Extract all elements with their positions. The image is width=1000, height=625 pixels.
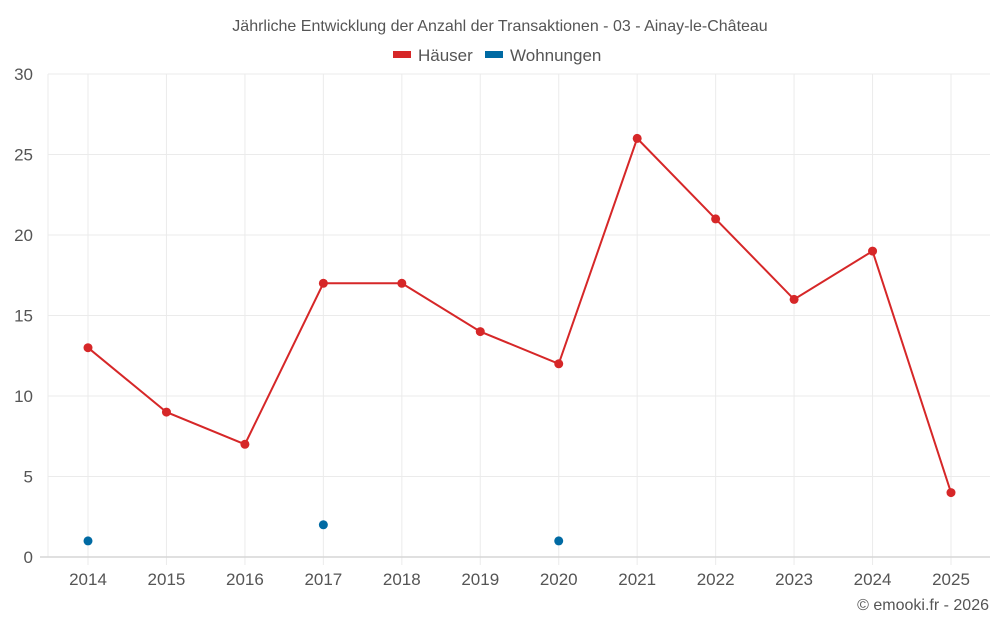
legend-swatch-wohnungen: [485, 51, 503, 58]
x-tick-label: 2016: [226, 570, 264, 589]
x-tick-label: 2015: [148, 570, 186, 589]
data-point[interactable]: [397, 278, 407, 288]
y-tick-label: 30: [14, 65, 33, 84]
legend-swatch-haeuser: [393, 51, 411, 58]
legend-item-wohnungen[interactable]: Wohnungen: [485, 46, 601, 65]
series-line: [87, 136, 952, 493]
y-tick-label: 10: [14, 387, 33, 406]
x-tick-label: 2014: [69, 570, 107, 589]
x-tick-label: 2019: [461, 570, 499, 589]
data-point[interactable]: [161, 407, 171, 417]
x-tick-label: 2018: [383, 570, 421, 589]
data-point[interactable]: [475, 327, 485, 337]
series-häuser: [83, 133, 956, 498]
y-tick-label: 25: [14, 146, 33, 165]
data-point[interactable]: [632, 133, 642, 143]
gridlines: [40, 73, 990, 565]
chart-title: Jährliche Entwicklung der Anzahl der Tra…: [232, 18, 767, 35]
plot-area: [83, 133, 956, 546]
legend-label-haeuser: Häuser: [418, 46, 473, 65]
y-axis: 0 5 10 15 20 25 30: [14, 65, 33, 567]
credit-text: © emooki.fr - 2026: [857, 597, 989, 614]
x-tick-label: 2023: [775, 570, 813, 589]
x-tick-label: 2025: [932, 570, 970, 589]
data-point[interactable]: [318, 520, 328, 530]
data-point[interactable]: [83, 536, 93, 546]
y-tick-label: 0: [24, 548, 33, 567]
y-tick-label: 15: [14, 307, 33, 326]
data-point[interactable]: [789, 294, 799, 304]
data-point[interactable]: [946, 488, 956, 498]
x-tick-label: 2020: [540, 570, 578, 589]
x-tick-label: 2022: [697, 570, 735, 589]
y-tick-label: 5: [24, 468, 33, 487]
legend-label-wohnungen: Wohnungen: [510, 46, 601, 65]
x-tick-label: 2017: [304, 570, 342, 589]
legend: Häuser Wohnungen: [393, 46, 601, 65]
series-wohnungen: [83, 520, 564, 546]
data-point[interactable]: [240, 439, 250, 449]
x-axis: 2014 2015 2016 2017 2018 2019 2020 2021 2022 2023…: [69, 570, 970, 589]
y-tick-label: 20: [14, 226, 33, 245]
data-point[interactable]: [554, 359, 564, 369]
x-tick-label: 2021: [618, 570, 656, 589]
data-point[interactable]: [83, 343, 93, 353]
data-point[interactable]: [318, 278, 328, 288]
data-point[interactable]: [711, 214, 721, 224]
x-tick-label: 2024: [854, 570, 892, 589]
legend-item-haeuser[interactable]: Häuser: [393, 46, 473, 65]
data-point[interactable]: [554, 536, 564, 546]
data-point[interactable]: [868, 246, 878, 256]
